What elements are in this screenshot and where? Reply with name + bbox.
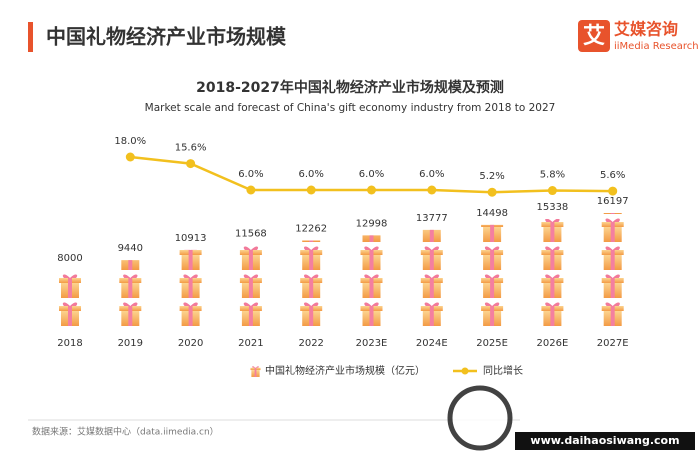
growth-point: [306, 185, 316, 195]
gift-icon: [420, 246, 443, 270]
gift-icon: [360, 302, 383, 326]
growth-point: [427, 185, 437, 195]
growth-label: 6.0%: [298, 169, 323, 180]
gift-icon: [360, 246, 383, 270]
growth-label: 5.8%: [540, 170, 565, 181]
gift-icon: [239, 246, 262, 270]
growth-label: 6.0%: [359, 169, 384, 180]
growth-label: 5.2%: [479, 171, 504, 182]
gift-icon: [300, 246, 323, 270]
x-tick-label: 2025E: [476, 338, 508, 349]
logo-sub: iiMedia Research: [614, 41, 699, 52]
value-label: 12998: [356, 218, 388, 229]
growth-point: [608, 186, 618, 196]
bar: [239, 246, 262, 326]
growth-point: [125, 152, 135, 162]
x-tick-label: 2024E: [416, 338, 448, 349]
header-title: 中国礼物经济产业市场规模: [46, 25, 287, 49]
value-label: 12262: [295, 223, 327, 234]
chart-title: 2018-2027年中国礼物经济产业市场规模及预测: [196, 79, 504, 96]
growth-label: 6.0%: [419, 169, 444, 180]
growth-label: 18.0%: [114, 136, 146, 147]
x-tick-label: 2027E: [597, 338, 629, 349]
x-tick-label: 2018: [57, 338, 82, 349]
legend-point: [461, 367, 469, 375]
x-tick-label: 2019: [118, 338, 143, 349]
growth-label: 15.6%: [175, 143, 207, 154]
gift-icon: [541, 218, 564, 242]
gift-icon: [59, 274, 81, 298]
gift-icon: [360, 274, 383, 298]
gift-icon: [179, 274, 202, 298]
bar: [179, 249, 202, 326]
x-tick-label: 2020: [178, 338, 203, 349]
source: 数据来源：艾媒数据中心（data.iimedia.cn）: [32, 426, 219, 438]
watermark-bar: [515, 432, 695, 450]
chart-subtitle: Market scale and forecast of China's gif…: [145, 102, 556, 114]
legend-label: 同比增长: [483, 364, 523, 377]
legend-icon: [250, 366, 261, 377]
gift-icon: [300, 274, 323, 298]
gift-icon: [541, 302, 564, 326]
logo-mark: 艾: [583, 24, 605, 49]
gift-icon: [239, 274, 262, 298]
value-label: 10913: [175, 233, 207, 244]
gift-icon: [481, 302, 504, 326]
value-label: 13777: [416, 213, 448, 224]
gift-icon: [601, 274, 624, 298]
growth-label: 5.6%: [600, 170, 625, 181]
logo-box: [578, 20, 610, 52]
gift-icon: [59, 302, 81, 326]
x-tick-label: 2026E: [537, 338, 569, 349]
growth-point: [367, 185, 376, 195]
value-label: 9440: [118, 243, 143, 254]
value-label: 11568: [235, 228, 267, 239]
x-tick-label: 2021: [238, 338, 263, 349]
gift-icon: [119, 302, 142, 326]
gift-icon: [179, 249, 202, 270]
growth-label: 6.0%: [238, 169, 263, 180]
watermark: www.daihaosiwang.com: [530, 434, 679, 447]
gift-icon: [420, 302, 443, 326]
gift-icon: [601, 218, 624, 242]
header-accent: [28, 22, 33, 52]
gift-icon: [541, 246, 564, 270]
x-tick-label: 2022: [298, 338, 323, 349]
gift-icon: [601, 246, 624, 270]
growth-point: [246, 185, 256, 195]
plot: 2018 2019 2020 2021 2022 2023E 2024E 2025E 2026E…: [57, 136, 628, 377]
gift-icon: [119, 274, 142, 298]
growth-point: [186, 159, 196, 169]
gift-icon: [179, 302, 202, 326]
gift-icon: [300, 302, 323, 326]
value-label: 15338: [536, 202, 568, 213]
growth-point: [487, 187, 497, 197]
logo-name: 艾媒咨询: [614, 20, 678, 39]
legend-label: 中国礼物经济产业市场规模（亿元）: [265, 364, 425, 377]
value-label: 16197: [597, 196, 629, 207]
value-label: 8000: [57, 253, 82, 264]
gift-icon: [481, 274, 504, 298]
value-label: 14498: [476, 208, 508, 219]
gift-icon: [239, 302, 262, 326]
gift-icon: [601, 302, 624, 326]
gift-icon: [481, 246, 504, 270]
gift-icon: [420, 274, 443, 298]
watermark-logo: [447, 385, 513, 451]
gift-icon: [541, 274, 564, 298]
growth-point: [547, 186, 557, 196]
x-tick-label: 2023E: [356, 338, 388, 349]
